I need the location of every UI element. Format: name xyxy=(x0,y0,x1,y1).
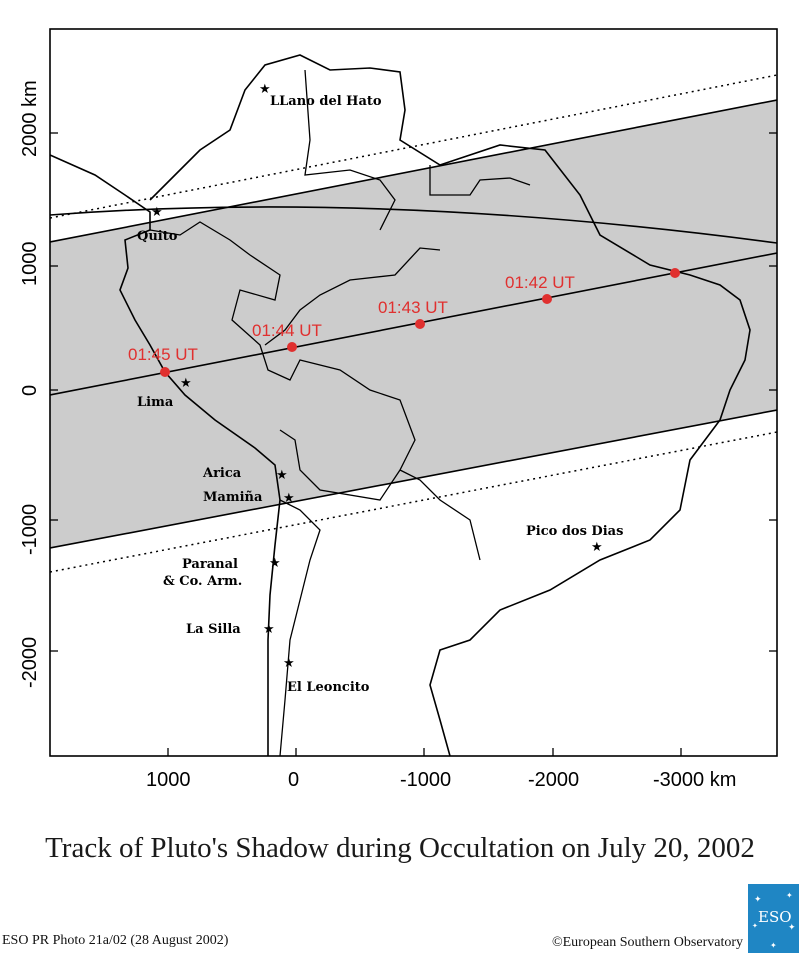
northern-edge xyxy=(50,99,777,243)
star-icon: ★ xyxy=(591,540,603,555)
x-tick-0: 0 xyxy=(288,769,299,791)
site-label-leoncito: El Leoncito xyxy=(287,680,370,695)
logo-star-icon: ✦ xyxy=(788,923,796,933)
y-tick-m1000: -1000 xyxy=(19,504,41,555)
track-point-0142b xyxy=(542,294,552,304)
logo-star-icon: ✦ xyxy=(770,941,777,950)
coastline-east xyxy=(149,54,751,756)
site-label-lasilla: La Silla xyxy=(186,622,241,637)
logo-star-icon: ✦ xyxy=(754,895,762,905)
tick-marks xyxy=(50,132,777,756)
time-label-0143: 01:43 UT xyxy=(378,298,448,317)
country-borders xyxy=(149,69,531,756)
site-label-lima: Lima xyxy=(137,395,174,410)
track-point-0144 xyxy=(287,342,297,352)
photo-credit: ESO PR Photo 21a/02 (28 August 2002) xyxy=(2,933,229,948)
figure-caption: Track of Pluto's Shadow during Occultati… xyxy=(45,832,755,864)
time-label-0144: 01:44 UT xyxy=(252,321,322,340)
x-tick-m3000: -3000 km xyxy=(653,769,736,791)
y-tick-m2000: -2000 xyxy=(19,637,41,688)
time-label-0142: 01:42 UT xyxy=(505,273,575,292)
site-label-paranal: Paranal xyxy=(182,557,238,572)
y-tick-2000: 2000 km xyxy=(19,80,41,157)
x-tick-1000: 1000 xyxy=(146,769,191,791)
southern-edge xyxy=(50,409,777,549)
star-icon: ★ xyxy=(283,491,295,506)
logo-text: ESO xyxy=(758,908,792,926)
site-label-quito: Quito xyxy=(137,229,178,244)
x-tick-m2000: -2000 xyxy=(528,769,579,791)
star-icon: ★ xyxy=(269,556,281,571)
star-icon: ★ xyxy=(151,205,163,220)
central-track xyxy=(50,252,777,396)
site-label-mamina: Mamiña xyxy=(203,490,263,505)
limb-curve xyxy=(50,206,777,244)
logo-star-icon: ✦ xyxy=(786,891,793,900)
time-label-0145: 01:45 UT xyxy=(128,345,198,364)
track-point-0142 xyxy=(670,268,680,278)
y-tick-1000: 1000 xyxy=(19,242,41,287)
star-icon: ★ xyxy=(180,376,192,391)
star-icon: ★ xyxy=(263,622,275,637)
site-label-arica: Arica xyxy=(202,466,242,481)
site-stars: ★ ★ ★ ★ ★ ★ ★ ★ ★ xyxy=(151,82,603,671)
logo-star-icon: ✦ xyxy=(752,922,758,930)
site-label-coarm: & Co. Arm. xyxy=(163,574,242,589)
track-point-0143 xyxy=(415,319,425,329)
copyright: ©European Southern Observatory xyxy=(551,935,743,950)
x-tick-m1000: -1000 xyxy=(400,769,451,791)
star-icon: ★ xyxy=(259,82,271,97)
site-label-llano: LLano del Hato xyxy=(270,94,382,109)
site-label-pico: Pico dos Dias xyxy=(526,524,623,539)
star-icon: ★ xyxy=(283,656,295,671)
eso-logo: ✦ ✦ ✦ ✦ ✦ ESO xyxy=(748,884,799,953)
y-tick-0: 0 xyxy=(19,385,41,396)
map-frame xyxy=(49,28,778,757)
track-point-0145 xyxy=(160,367,170,377)
star-icon: ★ xyxy=(276,468,288,483)
